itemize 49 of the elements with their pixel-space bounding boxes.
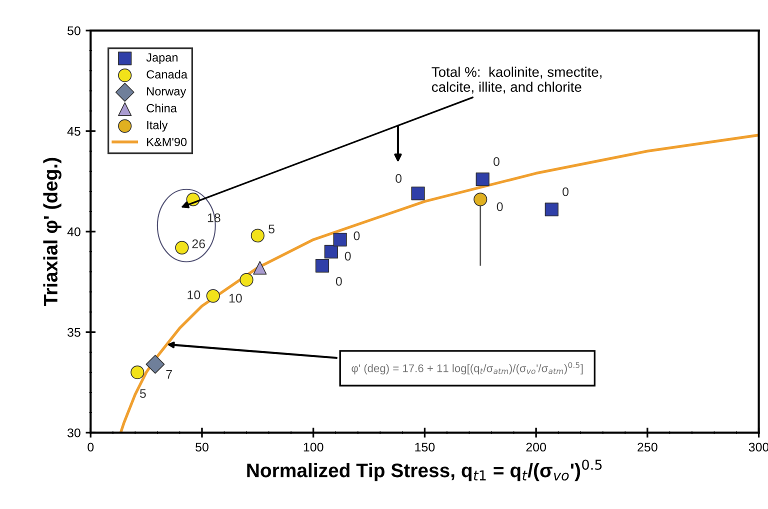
- y-tick-label: 40: [67, 227, 80, 236]
- point: [130, 366, 144, 380]
- legend-label: Italy: [147, 120, 168, 132]
- x-tick-label: 100: [304, 442, 324, 452]
- annotation: 0: [336, 276, 342, 286]
- point: [476, 172, 490, 186]
- annotation: 26: [192, 239, 206, 248]
- point: [315, 258, 330, 273]
- legend-label: K&M'90: [147, 138, 187, 146]
- x-tick-label: 50: [196, 442, 208, 452]
- point: [333, 232, 347, 246]
- point: [474, 192, 488, 206]
- annotation: Total %: kaolinite, smectite, calcite, illite, and chlorite: [432, 66, 602, 94]
- annotation: 0: [494, 157, 500, 166]
- point: [206, 289, 220, 303]
- annotation: 10: [229, 294, 242, 303]
- legend-label: Norway: [147, 87, 186, 98]
- annotation: 10: [188, 290, 200, 300]
- y-tick-label: 30: [67, 428, 80, 438]
- annotation: 0: [496, 202, 503, 212]
- point: [253, 260, 267, 275]
- x-tick-label: 150: [415, 442, 435, 452]
- legend-label: China: [146, 104, 177, 112]
- y-tick-label: 50: [68, 26, 80, 36]
- point: [411, 186, 425, 200]
- annotation: 5: [140, 389, 146, 398]
- text: φ' (deg) = 17.6 + 11 log[(q$_{t}$/σ$_{atm}$)/(σ$_{vo}$'/σ$_{atm}$)$^{0.5}$]: [352, 362, 583, 374]
- point: [146, 354, 165, 374]
- point: [544, 202, 558, 216]
- annotation: 0: [354, 231, 360, 240]
- annotation: 0: [396, 174, 402, 183]
- x-tick-label: 200: [526, 442, 546, 452]
- point: [240, 273, 254, 287]
- point: [324, 244, 338, 259]
- point: [250, 228, 264, 242]
- y-tick-label: 35: [67, 328, 80, 337]
- annotation: 0: [344, 252, 351, 261]
- annotation: 7: [166, 370, 172, 379]
- y-axis-title: Triaxial φ' (deg.): [43, 158, 62, 306]
- point: [175, 240, 189, 254]
- x-axis-title: Normalized Tip Stress, q$_{t1}$ = q$_{t}$/(σ$_{vo}$')$^{0.5}$: [247, 460, 602, 482]
- x-tick-label: 250: [638, 442, 658, 452]
- line-series: [119, 134, 759, 433]
- x-tick-label: 0: [88, 442, 94, 452]
- annotation: 0: [562, 187, 569, 196]
- annotation: 5: [268, 224, 275, 234]
- legend-label: Canada: [146, 70, 188, 79]
- legend-label: Japan: [146, 53, 178, 64]
- y-tick-label: 45: [67, 126, 80, 136]
